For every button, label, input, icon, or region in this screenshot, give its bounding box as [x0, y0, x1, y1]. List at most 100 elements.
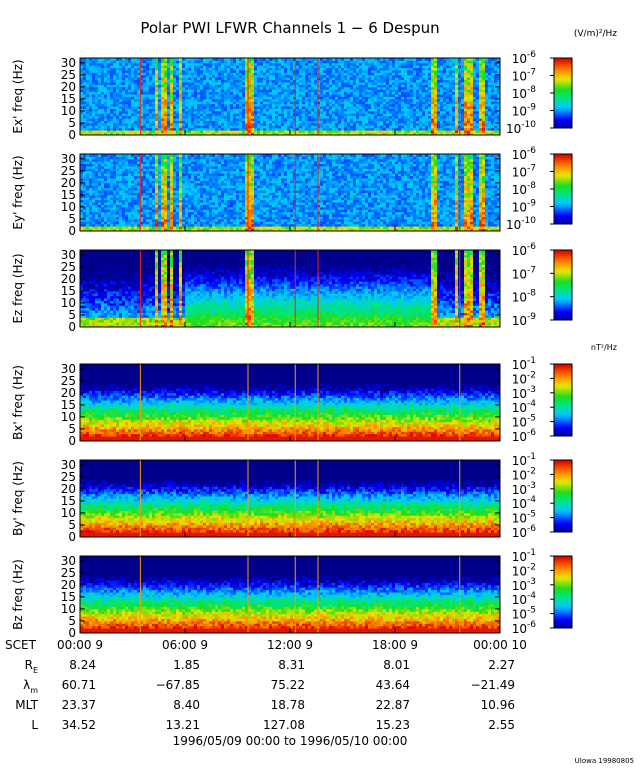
y-tick-label: 30 — [61, 56, 76, 70]
colorbar-tick-label: 10-8 — [512, 85, 537, 101]
ephemeris-value: 75.22 — [271, 678, 305, 692]
colorbar-tick-label: 10-6 — [512, 242, 537, 258]
y-tick-label: 0 — [68, 530, 76, 544]
colorbar-by: 10-110-210-310-410-510-6 — [512, 452, 573, 540]
y-tick-label: 5 — [68, 212, 76, 226]
spectrogram-ex — [80, 58, 500, 135]
y-tick-label: 25 — [61, 164, 76, 178]
y-axis-label: Bz freq (Hz) — [11, 559, 25, 630]
footer-credit: UIowa 19980805 — [575, 757, 634, 765]
ephemeris-row-label: L — [31, 718, 38, 732]
ephemeris-value: 8.01 — [383, 658, 410, 672]
colorbar-tick-label: 10-8 — [512, 289, 537, 305]
chart-title: Polar PWI LFWR Channels 1 − 6 Despun — [140, 19, 439, 37]
x-tick-label: 00:00 9 — [57, 638, 103, 652]
y-tick-label: 10 — [61, 602, 76, 616]
y-tick-label: 30 — [61, 362, 76, 376]
y-tick-label: 10 — [61, 200, 76, 214]
y-tick-label: 30 — [61, 248, 76, 262]
ephemeris-value: 18.78 — [271, 698, 305, 712]
y-tick-label: 30 — [61, 458, 76, 472]
colorbar-ez: 10-6 10-7 10-8 10-9 — [512, 242, 573, 328]
colorbar-ey: 10-6 10-710-8 10-910-10 — [506, 146, 573, 232]
colorbar-tick-label: 10-7 — [512, 164, 536, 180]
y-axis-label: Ey' freq (Hz) — [11, 155, 25, 229]
ephemeris-value: 2.27 — [488, 658, 515, 672]
x-tick-label: 00:00 10 — [473, 638, 527, 652]
y-tick-label: 30 — [61, 554, 76, 568]
ephemeris-value: 2.55 — [488, 718, 515, 732]
colorbar-tick-label: 10-9 — [512, 199, 537, 215]
y-tick-label: 5 — [68, 308, 76, 322]
y-tick-label: 0 — [68, 626, 76, 640]
y-tick-label: 20 — [61, 482, 76, 496]
y-tick-label: 5 — [68, 422, 76, 436]
y-tick-label: 25 — [61, 374, 76, 388]
spectrogram-ey — [80, 154, 500, 231]
y-tick-label: 30 — [61, 152, 76, 166]
time-axis: 00:00 9 06:00 9 12:00 9 18:00 9 00:00 10 — [57, 130, 527, 652]
colorbar-tick-label: 10-9 — [512, 312, 537, 328]
x-tick-label: 18:00 9 — [372, 638, 418, 652]
ephemeris-value: 10.96 — [481, 698, 515, 712]
y-tick-label: 20 — [61, 272, 76, 286]
ephemeris-value: 15.23 — [376, 718, 410, 732]
y-tick-label: 10 — [61, 506, 76, 520]
colorbar-tick-label: 10-10 — [506, 120, 536, 136]
y-tick-label: 15 — [61, 398, 76, 412]
y-axis-label: Bx' freq (Hz) — [11, 365, 25, 440]
colorbar-ex: 10-6 10-710-8 10-910-10 (V/m)²/Hz — [506, 29, 617, 136]
y-tick-label: 0 — [68, 224, 76, 238]
y-tick-label: 10 — [61, 104, 76, 118]
ephemeris-value: 60.71 — [62, 678, 96, 692]
x-tick-label: 06:00 9 — [162, 638, 208, 652]
ephemeris-row-label: MLT — [15, 698, 38, 712]
y-tick-label: 20 — [61, 386, 76, 400]
x-tick-label: 12:00 9 — [267, 638, 313, 652]
y-tick-label: 15 — [61, 590, 76, 604]
y-tick-label: 15 — [61, 494, 76, 508]
ephemeris-value: 1.85 — [173, 658, 200, 672]
y-tick-label: 0 — [68, 434, 76, 448]
y-axis-label: By' freq (Hz) — [11, 461, 25, 536]
ephemeris-value: −67.85 — [156, 678, 200, 692]
ephemeris-value: 8.24 — [69, 658, 96, 672]
colorbar-tick-label: 10-10 — [506, 216, 536, 232]
colorbar-tick-label: 10-6 — [512, 524, 537, 540]
y-tick-label: 15 — [61, 284, 76, 298]
y-tick-label: 10 — [61, 410, 76, 424]
y-tick-label: 0 — [68, 320, 76, 334]
y-tick-label: 5 — [68, 614, 76, 628]
y-tick-label: 20 — [61, 578, 76, 592]
y-tick-label: 15 — [61, 188, 76, 202]
ephemeris-value: 23.37 — [62, 698, 96, 712]
ephemeris-value: 8.40 — [173, 698, 200, 712]
y-tick-label: 25 — [61, 68, 76, 82]
y-tick-label: 5 — [68, 116, 76, 130]
colorbar-tick-label: 10-8 — [512, 181, 537, 197]
y-tick-label: 5 — [68, 518, 76, 532]
ephemeris-value: 13.21 — [166, 718, 200, 732]
colorbar-tick-label: 10-6 — [512, 50, 537, 66]
spectrogram-bx — [80, 364, 500, 441]
colorbar-tick-label: 10-6 — [512, 620, 537, 636]
colorbar-tick-label: 10-6 — [512, 428, 537, 444]
ephemeris-table: SCET RE λm MLT L 8.24 1.85 8.31 8.01 2.27 60.71 −67… — [5, 638, 515, 732]
y-tick-label: 0 — [68, 128, 76, 142]
spectrogram-by — [80, 460, 500, 537]
colorbar-bz: 10-110-210-310-410-510-6 — [512, 548, 573, 636]
colorbar-tick-label: 10-7 — [512, 68, 536, 84]
ephemeris-row-label: SCET — [5, 638, 37, 652]
y-tick-label: 25 — [61, 470, 76, 484]
colorbar-tick-label: 10-7 — [512, 265, 536, 281]
colorbar-unit: (V/m)²/Hz — [574, 29, 617, 39]
y-tick-label: 15 — [61, 92, 76, 106]
